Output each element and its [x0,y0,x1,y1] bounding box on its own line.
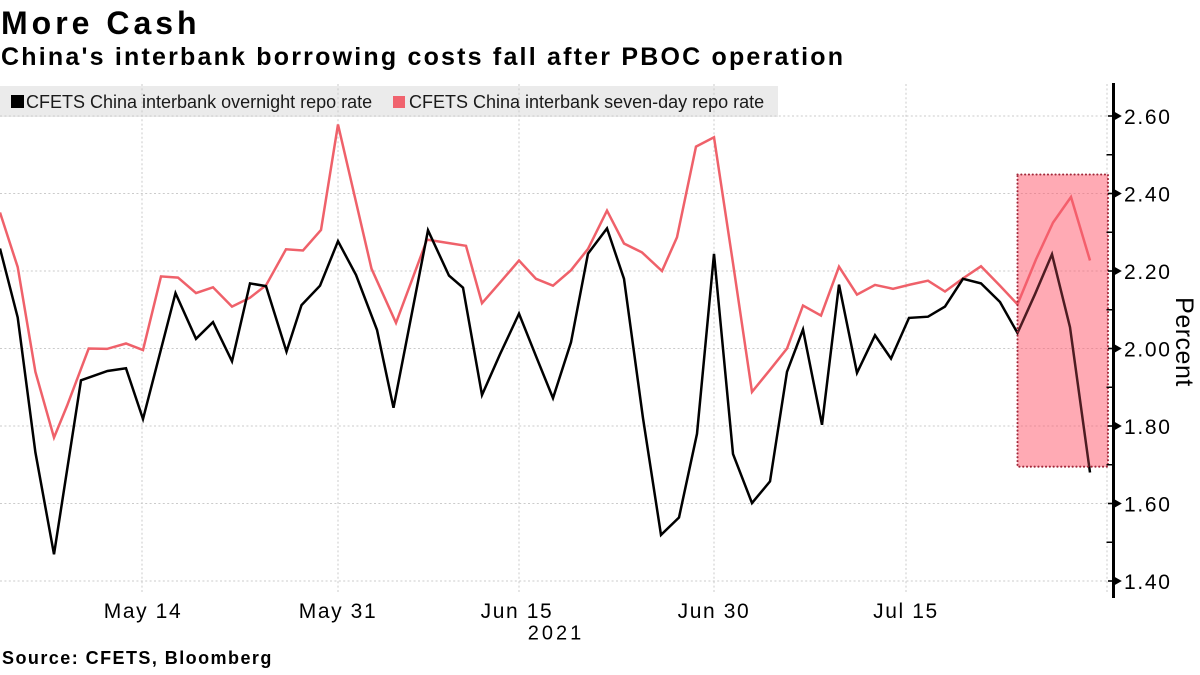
svg-text:May 31: May 31 [299,600,377,623]
svg-text:Source: CFETS, Bloomberg: Source: CFETS, Bloomberg [2,648,273,668]
svg-text:1.80: 1.80 [1124,416,1172,439]
svg-text:CFETS China interbank seven-da: CFETS China interbank seven-day repo rat… [409,92,764,112]
svg-text:Jun 30: Jun 30 [678,600,751,623]
svg-text:More Cash: More Cash [1,5,201,41]
svg-text:2.00: 2.00 [1124,339,1172,362]
svg-text:2021: 2021 [528,623,585,645]
svg-text:2.40: 2.40 [1124,184,1172,207]
svg-text:May 14: May 14 [104,600,182,623]
svg-text:1.40: 1.40 [1124,571,1172,594]
svg-text:Jul 15: Jul 15 [873,600,939,623]
svg-text:Percent: Percent [1170,297,1198,387]
svg-text:2.60: 2.60 [1124,106,1172,129]
svg-text:2.20: 2.20 [1124,261,1172,284]
svg-text:Jun 15: Jun 15 [481,600,554,623]
svg-text:China's interbank borrowing co: China's interbank borrowing costs fall a… [1,43,845,71]
svg-text:CFETS China interbank overnigh: CFETS China interbank overnight repo rat… [26,92,372,112]
svg-text:1.60: 1.60 [1124,494,1172,517]
